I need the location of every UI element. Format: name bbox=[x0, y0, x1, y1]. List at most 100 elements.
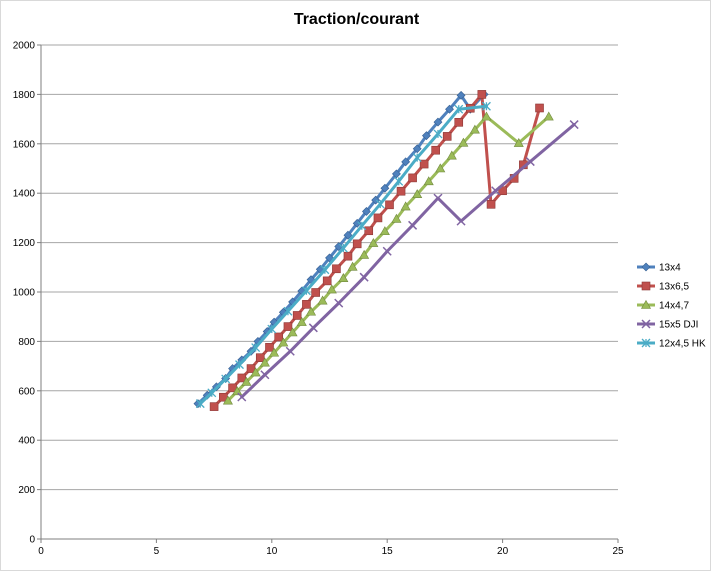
data-point bbox=[469, 124, 480, 134]
y-tick-label: 400 bbox=[18, 436, 35, 447]
series-layer bbox=[193, 89, 579, 411]
data-point bbox=[343, 251, 353, 261]
data-point bbox=[433, 193, 443, 203]
y-tick-label: 600 bbox=[18, 386, 35, 397]
x-tick-label: 25 bbox=[612, 546, 624, 557]
data-point bbox=[419, 159, 429, 169]
series-15x5-dji bbox=[237, 120, 579, 402]
data-point bbox=[375, 199, 385, 209]
data-point bbox=[232, 386, 243, 396]
data-point bbox=[454, 104, 464, 114]
data-point bbox=[352, 218, 362, 228]
data-point bbox=[373, 213, 383, 223]
data-point bbox=[343, 230, 353, 240]
data-point bbox=[359, 272, 369, 282]
data-point bbox=[209, 402, 219, 411]
data-point bbox=[260, 370, 270, 380]
data-point bbox=[491, 186, 501, 196]
data-point bbox=[347, 261, 358, 271]
data-point bbox=[382, 246, 392, 256]
series-line bbox=[240, 123, 576, 399]
legend-marker bbox=[640, 299, 652, 309]
data-point bbox=[311, 288, 320, 297]
data-point bbox=[486, 200, 496, 209]
data-point bbox=[332, 264, 341, 274]
data-point bbox=[274, 332, 284, 342]
data-point bbox=[433, 129, 443, 139]
data-point bbox=[364, 226, 374, 236]
y-tick-label: 200 bbox=[18, 485, 35, 496]
legend-label: 13x4 bbox=[659, 263, 681, 274]
data-point bbox=[445, 104, 454, 114]
y-tick-label: 1000 bbox=[13, 288, 36, 299]
data-point bbox=[442, 132, 452, 141]
series-line bbox=[198, 104, 488, 406]
data-point bbox=[391, 213, 402, 223]
legend-label: 12x4,5 HK bbox=[659, 339, 706, 350]
legend-label: 13x6,5 bbox=[659, 282, 689, 293]
data-point bbox=[435, 163, 446, 173]
data-point bbox=[195, 399, 205, 409]
data-point bbox=[458, 137, 469, 147]
data-point bbox=[302, 300, 311, 309]
data-point bbox=[338, 243, 348, 253]
data-point bbox=[287, 327, 298, 337]
data-point bbox=[283, 306, 293, 316]
data-point bbox=[317, 295, 328, 305]
legend-marker bbox=[641, 338, 651, 348]
data-point bbox=[513, 137, 524, 147]
data-point bbox=[368, 237, 379, 247]
data-point bbox=[456, 216, 466, 226]
data-point bbox=[569, 120, 579, 130]
axes-layer: 0 200 400 600 800 1000 1200 1400 1600 1800 2000 0 5 1… bbox=[13, 41, 624, 558]
data-point bbox=[322, 276, 332, 286]
data-point bbox=[446, 150, 457, 160]
data-point bbox=[285, 346, 295, 356]
legend: 13x4 13x6,5 14x4,7 15x5 DJI 12x4,5 HK bbox=[637, 263, 706, 350]
data-point bbox=[423, 176, 434, 186]
x-tick-label: 5 bbox=[154, 546, 160, 557]
chart-title: Traction/courant bbox=[293, 11, 420, 28]
y-tick-label: 1200 bbox=[13, 238, 36, 249]
data-point bbox=[525, 157, 535, 167]
data-point bbox=[326, 284, 337, 294]
y-tick-label: 800 bbox=[18, 337, 35, 348]
y-tick-label: 0 bbox=[29, 535, 35, 546]
data-point bbox=[408, 173, 417, 183]
data-point bbox=[380, 183, 390, 193]
x-tick-label: 15 bbox=[382, 546, 394, 557]
data-point bbox=[207, 388, 217, 398]
series-14x4-7 bbox=[222, 111, 554, 405]
legend-label: 14x4,7 bbox=[659, 301, 689, 312]
data-point bbox=[267, 324, 277, 334]
data-point bbox=[412, 189, 423, 198]
data-point bbox=[255, 353, 265, 363]
data-point bbox=[481, 101, 491, 111]
data-point bbox=[265, 343, 274, 352]
data-point bbox=[477, 90, 487, 99]
legend-marker bbox=[641, 281, 651, 291]
data-point bbox=[278, 337, 289, 347]
y-tick-label: 1400 bbox=[13, 189, 36, 200]
legend-item: 13x6,5 bbox=[637, 282, 689, 293]
data-point bbox=[241, 376, 252, 386]
data-point bbox=[456, 90, 466, 100]
data-point bbox=[357, 221, 367, 231]
legend-item: 12x4,5 HK bbox=[637, 339, 706, 350]
data-point bbox=[422, 131, 431, 141]
series-line bbox=[226, 115, 551, 403]
data-point bbox=[334, 298, 344, 308]
series-12x4-5-hk bbox=[195, 101, 491, 409]
data-point bbox=[221, 374, 231, 384]
x-tick-label: 20 bbox=[497, 546, 509, 557]
data-point bbox=[237, 392, 247, 402]
data-point bbox=[408, 220, 418, 230]
data-point bbox=[412, 153, 422, 163]
data-point bbox=[292, 311, 302, 320]
data-point bbox=[338, 273, 349, 282]
series-13x6-5 bbox=[209, 90, 544, 411]
data-point bbox=[433, 117, 443, 127]
data-point bbox=[431, 145, 440, 155]
data-point bbox=[535, 103, 544, 113]
legend-item: 15x5 DJI bbox=[637, 319, 698, 331]
